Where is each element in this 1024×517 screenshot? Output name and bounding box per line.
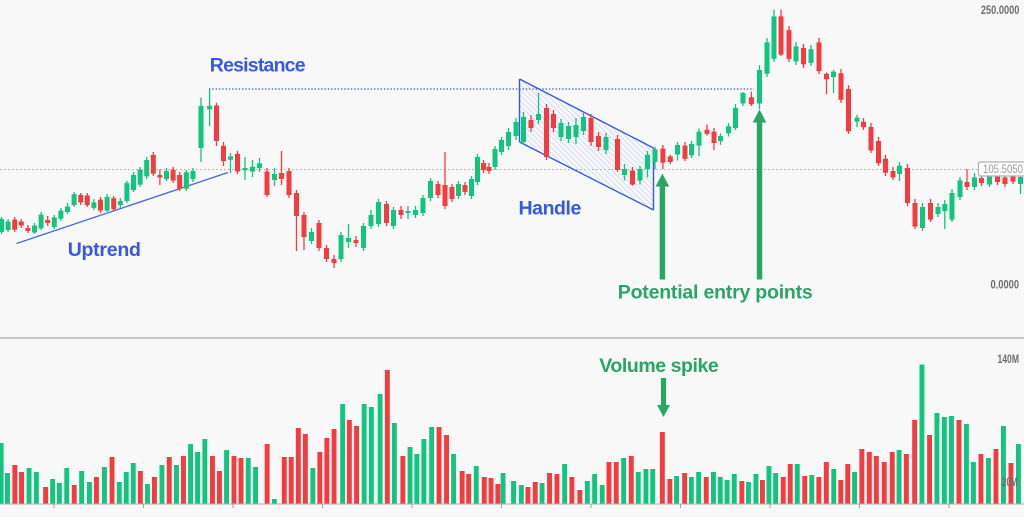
- svg-text:Potential entry points: Potential entry points: [618, 282, 813, 304]
- svg-text:Resistance: Resistance: [210, 54, 306, 76]
- svg-text:20M: 20M: [1002, 477, 1018, 489]
- svg-text:Volume spike: Volume spike: [599, 355, 719, 377]
- svg-text:105.5050: 105.5050: [983, 163, 1023, 176]
- svg-text:0.0000: 0.0000: [991, 277, 1020, 291]
- svg-text:Uptrend: Uptrend: [68, 239, 141, 261]
- svg-text:140M: 140M: [998, 352, 1020, 366]
- svg-text:Handle: Handle: [519, 197, 582, 219]
- svg-text:250.0000: 250.0000: [981, 3, 1020, 17]
